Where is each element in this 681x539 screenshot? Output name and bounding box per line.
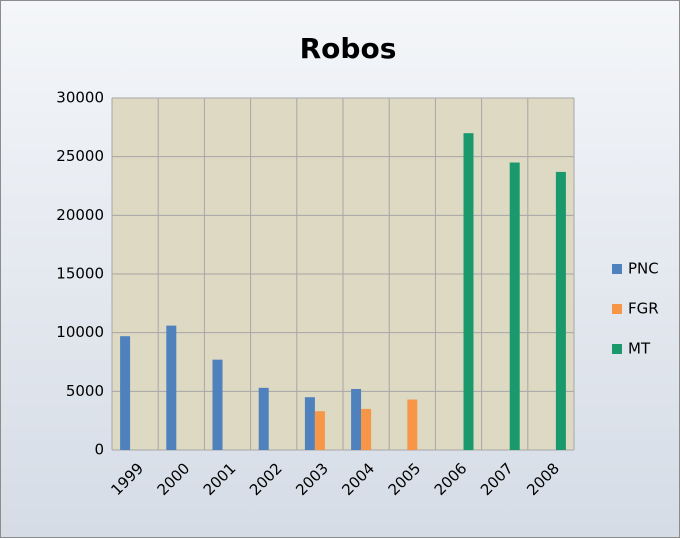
bar [463, 133, 474, 450]
legend-swatch [612, 344, 622, 354]
y-tick-label: 25000 [56, 147, 104, 165]
bar [555, 171, 566, 451]
bar [314, 411, 325, 450]
y-tick-label: 15000 [56, 265, 104, 283]
bar [304, 397, 315, 450]
bar [407, 399, 418, 450]
y-tick-label: 20000 [56, 206, 104, 224]
bar [258, 387, 269, 450]
legend-swatch [612, 304, 622, 314]
y-tick-label: 30000 [56, 89, 104, 107]
bar [212, 359, 223, 450]
bar [120, 336, 131, 450]
y-tick-label: 0 [94, 441, 104, 459]
bar [361, 408, 372, 450]
chart-title: Robos [300, 32, 397, 65]
legend-label: FGR [628, 300, 659, 318]
legend-label: MT [628, 340, 651, 358]
y-tick-label: 5000 [66, 382, 104, 400]
bar [166, 325, 177, 450]
legend-swatch [612, 264, 622, 274]
y-tick-label: 10000 [56, 323, 104, 341]
bar [351, 388, 362, 450]
bar [509, 162, 520, 451]
legend-label: PNC [628, 260, 659, 278]
